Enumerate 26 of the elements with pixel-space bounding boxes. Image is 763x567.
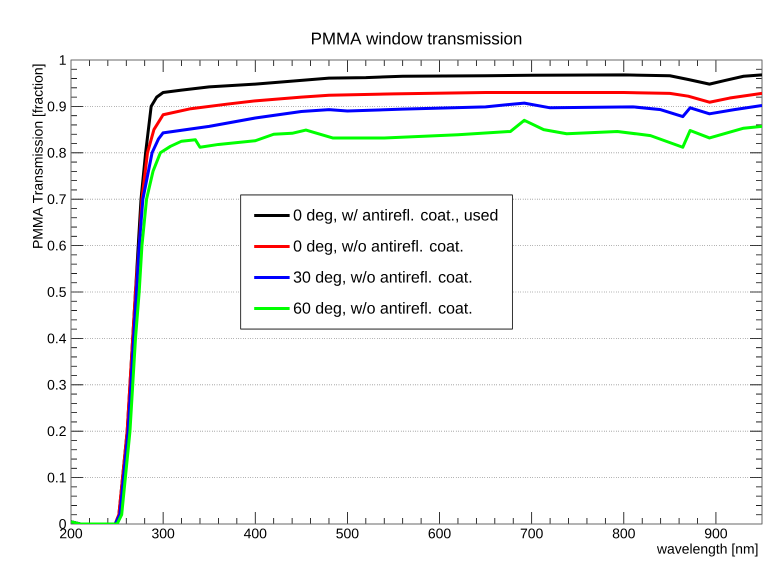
x-tick-label: 900 — [704, 528, 728, 538]
x-tick-label: 600 — [428, 528, 451, 538]
y-tick-label: 0.3 — [48, 380, 66, 390]
x-tick-label: 200 — [60, 528, 82, 538]
y-tick-label: 0.8 — [48, 148, 66, 158]
y-tick-label: 0.6 — [48, 240, 66, 251]
x-tick-label: 500 — [336, 528, 358, 538]
legend-label: 0 deg, w/o antirefl. coat. — [294, 240, 462, 255]
y-tick-label: 0.1 — [48, 472, 66, 483]
y-tick-label: 0.7 — [48, 194, 66, 204]
legend-label: 60 deg, w/o antirefl. coat. — [294, 302, 472, 317]
x-axis-title: wavelength [nm] — [656, 544, 758, 557]
x-tick-label: 800 — [612, 528, 635, 538]
x-tick-label: 400 — [244, 528, 266, 538]
y-tick-label: 0.5 — [48, 287, 66, 297]
legend-label: 0 deg, w/ antirefl. coat., used — [294, 208, 498, 224]
y-tick-label: 0 — [59, 519, 66, 529]
x-tick-label: 300 — [152, 528, 174, 538]
legend-label: 30 deg, w/o antirefl. coat. — [294, 271, 472, 286]
y-tick-label: 0.4 — [48, 333, 66, 344]
y-tick-label: 1 — [60, 55, 66, 65]
chart-title: PMMA window transmission — [312, 32, 522, 45]
x-tick-label: 700 — [520, 528, 543, 538]
y-axis-title: PMMA Transmission [fraction] — [32, 64, 46, 248]
y-tick-label: 0.9 — [48, 101, 66, 112]
y-tick-label: 0.2 — [48, 426, 66, 436]
